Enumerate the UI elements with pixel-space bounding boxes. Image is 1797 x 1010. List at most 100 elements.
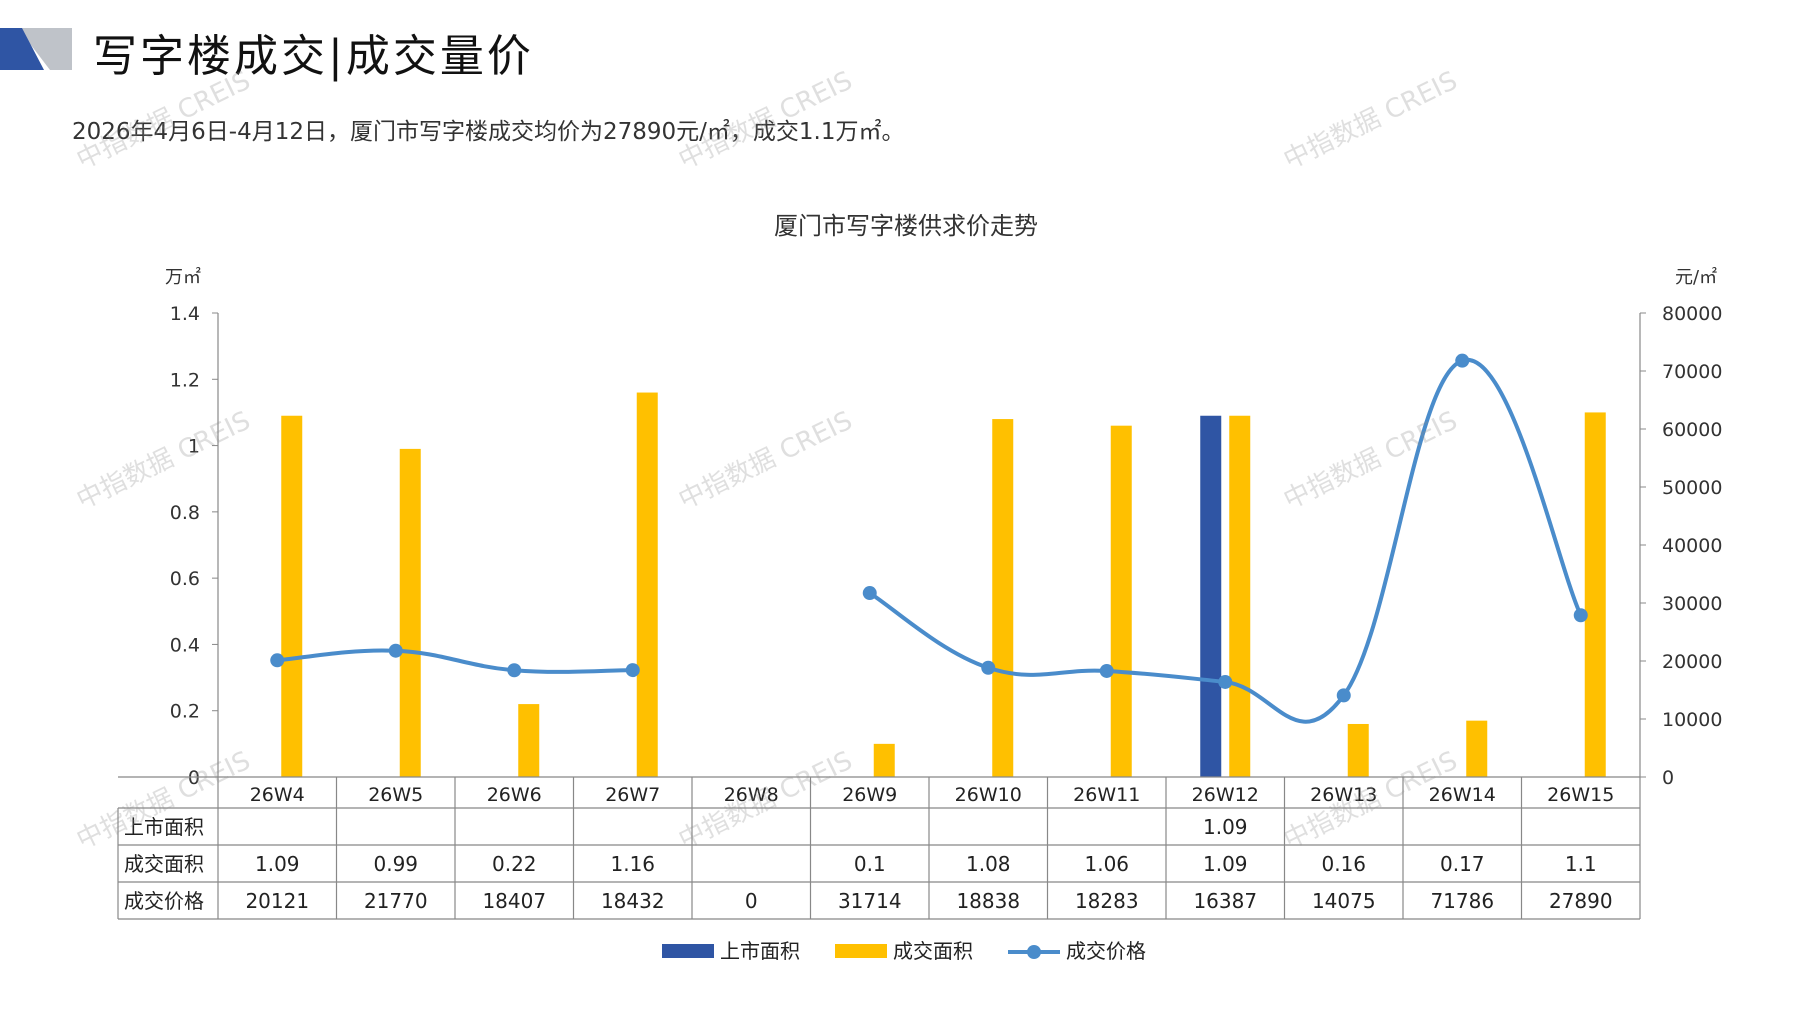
x-tick-label: 26W15 xyxy=(1547,784,1614,806)
price-point xyxy=(1099,663,1114,678)
y-tick-label-right: 10000 xyxy=(1662,709,1722,731)
y-tick-label-left: 0.4 xyxy=(170,634,200,656)
legend: 上市面积 成交面积 成交价格 xyxy=(662,939,1146,963)
x-tick-label: 26W13 xyxy=(1310,784,1377,806)
bar-series xyxy=(281,392,1606,777)
bar-traded-area xyxy=(992,419,1014,777)
y-axis-right-unit: 元/㎡ xyxy=(1675,266,1717,288)
bar-traded-area xyxy=(1229,415,1251,777)
table-cell-value: 1.09 xyxy=(255,852,300,876)
bar-traded-area xyxy=(873,743,895,777)
price-point xyxy=(862,586,877,601)
bar-traded-area xyxy=(399,448,421,777)
table-row-header: 上市面积 xyxy=(124,815,204,839)
legend-label-price: 成交价格 xyxy=(1066,939,1146,963)
y-tick-label-left: 0.2 xyxy=(170,701,200,723)
deco-grey-shape xyxy=(18,28,72,70)
x-tick-label: 26W10 xyxy=(955,784,1022,806)
y-tick-label-right: 50000 xyxy=(1662,477,1722,499)
table-row-header: 成交价格 xyxy=(124,889,204,913)
price-line-path xyxy=(275,648,635,674)
y-tick-label-left: 1.4 xyxy=(170,303,200,325)
y-tick-label-right: 20000 xyxy=(1662,651,1722,673)
line-series xyxy=(270,353,1588,724)
price-point xyxy=(388,643,403,658)
table-cell-value: 18432 xyxy=(601,889,665,913)
table-cell-value: 27890 xyxy=(1549,889,1613,913)
table-cell-value: 16387 xyxy=(1193,889,1257,913)
y-axis-left-unit: 万㎡ xyxy=(165,266,201,288)
table-cell-value: 0.22 xyxy=(492,852,537,876)
header-decoration xyxy=(0,28,72,70)
y-tick-label-right: 30000 xyxy=(1662,593,1722,615)
table-cell-value: 18838 xyxy=(956,889,1020,913)
table-cell-value: 1.16 xyxy=(610,852,655,876)
price-point xyxy=(1336,688,1351,703)
table-cell-value: 1.1 xyxy=(1565,852,1597,876)
legend-swatch-listed xyxy=(662,944,714,958)
chart-title: 厦门市写字楼供求价走势 xyxy=(774,212,1038,240)
table-cell-value: 0.99 xyxy=(373,852,418,876)
table-cell-value: 18407 xyxy=(482,889,546,913)
bar-traded-area xyxy=(1466,720,1488,777)
table-cell-value: 71786 xyxy=(1430,889,1494,913)
y-tick-label-right: 0 xyxy=(1662,767,1674,789)
table-row-header: 成交面积 xyxy=(124,852,204,876)
table-cell-value: 0.16 xyxy=(1321,852,1366,876)
price-point xyxy=(981,660,996,675)
bar-traded-area xyxy=(1347,723,1369,777)
table-cell-value: 14075 xyxy=(1312,889,1376,913)
price-point xyxy=(1573,608,1588,623)
bar-traded-area xyxy=(281,415,303,777)
price-point xyxy=(1455,353,1470,368)
x-tick-label: 26W12 xyxy=(1192,784,1259,806)
table-cell-value: 1.06 xyxy=(1084,852,1129,876)
y-tick-label-left: 0.8 xyxy=(170,502,200,524)
x-tick-label: 26W6 xyxy=(487,784,542,806)
data-table: 26W4 26W5 26W6 26W7 26W8 26W9 26W10 26W11 26W12 2… xyxy=(117,776,1641,920)
x-tick-label: 26W4 xyxy=(250,784,305,806)
bar-traded-area xyxy=(1110,425,1132,777)
price-line-path xyxy=(867,358,1583,724)
bar-traded-area xyxy=(1584,412,1606,777)
legend-label-traded: 成交面积 xyxy=(893,939,973,963)
x-tick-label: 26W5 xyxy=(368,784,423,806)
table-cell-value: 31714 xyxy=(838,889,902,913)
axes: 0 0.2 0.4 0.6 0.8 1 1.2 1.4 0 10000 20000 30000 4000… xyxy=(170,303,1723,789)
legend-swatch-price-point xyxy=(1027,945,1041,959)
deco-blue-shape xyxy=(0,28,44,70)
table-cell-value: 1.08 xyxy=(966,852,1011,876)
legend-label-listed: 上市面积 xyxy=(720,939,800,963)
table-cell-value: 0.1 xyxy=(854,852,886,876)
table-cell-value: 0 xyxy=(745,889,758,913)
y-tick-label-left: 1.2 xyxy=(170,369,200,391)
bar-traded-area xyxy=(518,704,540,777)
y-tick-label-left: 0 xyxy=(188,767,200,789)
y-tick-label-left: 0.6 xyxy=(170,568,200,590)
table-cell-value: 20121 xyxy=(245,889,309,913)
price-point xyxy=(270,653,285,668)
y-tick-label-right: 70000 xyxy=(1662,361,1722,383)
page-subtitle: 2026年4月6日-4月12日，厦门市写字楼成交均价为27890元/㎡，成交1.… xyxy=(72,119,905,145)
y-tick-label-right: 40000 xyxy=(1662,535,1722,557)
y-tick-label-right: 60000 xyxy=(1662,419,1722,441)
y-tick-label-left: 1 xyxy=(188,436,200,458)
x-tick-label: 26W9 xyxy=(842,784,897,806)
x-tick-label: 26W11 xyxy=(1073,784,1140,806)
price-point xyxy=(507,663,522,678)
x-tick-label: 26W7 xyxy=(605,784,660,806)
y-tick-label-right: 80000 xyxy=(1662,303,1722,325)
price-point xyxy=(1218,674,1233,689)
bar-traded-area xyxy=(636,392,658,777)
price-point xyxy=(625,663,640,678)
x-tick-label: 26W14 xyxy=(1429,784,1496,806)
x-tick-label: 26W8 xyxy=(724,784,779,806)
page-title: 写字楼成交|成交量价 xyxy=(93,31,534,82)
bar-listed-area xyxy=(1200,415,1222,777)
legend-swatch-traded xyxy=(835,944,887,958)
table-cell-value: 18283 xyxy=(1075,889,1139,913)
table-cell-value: 21770 xyxy=(364,889,428,913)
table-cell-value: 1.09 xyxy=(1203,852,1248,876)
table-cell-value: 0.17 xyxy=(1440,852,1485,876)
